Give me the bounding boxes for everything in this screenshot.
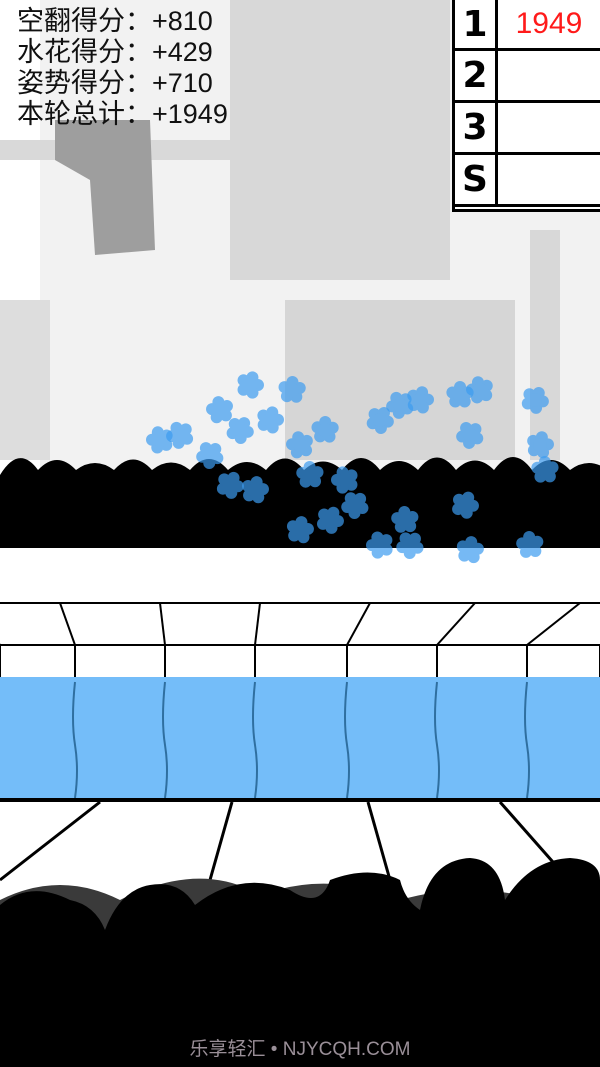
pool-edge (0, 798, 600, 802)
splash-drop (226, 417, 254, 444)
flip-score-value: +810 (152, 6, 213, 36)
round-total-value: +1949 (152, 99, 228, 129)
splash-drop (216, 471, 244, 499)
splash-drop (466, 376, 493, 404)
floor-lines (0, 800, 562, 882)
splash-drop (257, 406, 284, 434)
splash-drop (311, 416, 339, 443)
round-score (498, 51, 600, 100)
round-label: 2 (455, 51, 498, 100)
splash-drop (146, 426, 173, 454)
splash-drop (242, 476, 269, 504)
splash-drop (166, 421, 194, 449)
round-score (498, 103, 600, 152)
splash-drop (286, 431, 313, 459)
splash-drop (317, 506, 344, 534)
wall-band (0, 548, 600, 602)
splash-drop (391, 506, 419, 533)
round-total-label: 本轮总计： (17, 99, 152, 129)
splash-drop (531, 456, 559, 483)
total-label: S (455, 155, 498, 204)
splash-drop (286, 516, 314, 544)
score-panel: 空翻得分：+810 水花得分：+429 姿势得分：+710 本轮总计：+1949 (17, 6, 228, 130)
watermark: 乐享轻汇 • NJYCQH.COM (189, 1039, 411, 1060)
splash-score-value: +429 (152, 37, 213, 67)
scoreboard-row-1: 1 1949 (455, 0, 600, 51)
splash-drop (396, 532, 424, 559)
pose-score-label: 姿势得分： (17, 68, 152, 98)
scoreboard-row-3: 3 (455, 103, 600, 155)
splash-drop (407, 386, 434, 414)
scoreboard-row-total: S (455, 155, 600, 207)
lower-crowd (0, 858, 600, 1067)
round-total: 本轮总计：+1949 (17, 99, 228, 130)
round-score: 1949 (515, 7, 583, 40)
splash-drop (237, 371, 264, 399)
splash-score: 水花得分：+429 (17, 37, 228, 68)
splash-drop (278, 376, 306, 403)
pool-deck (0, 602, 600, 680)
splash-drop (296, 461, 324, 488)
splash-drop (196, 442, 224, 469)
pose-score: 姿势得分：+710 (17, 68, 228, 99)
flip-score-label: 空翻得分： (17, 6, 152, 36)
splash-drop (386, 391, 414, 419)
splash-drop (516, 531, 544, 558)
splash-drop (456, 536, 484, 564)
splash-drop (527, 431, 554, 459)
splash-score-label: 水花得分： (17, 37, 152, 67)
splash-drop (456, 422, 484, 449)
splash-drop (206, 396, 233, 424)
splash-drop (331, 466, 358, 494)
water-splash (146, 371, 559, 564)
flip-score: 空翻得分：+810 (17, 6, 228, 37)
scoreboard: 1 1949 2 3 S (452, 0, 600, 212)
splash-drop (446, 381, 474, 408)
round-label: 3 (455, 103, 498, 152)
splash-drop (452, 491, 479, 519)
splash-drop (366, 531, 393, 559)
round-label: 1 (455, 0, 498, 48)
scoreboard-row-2: 2 (455, 51, 600, 103)
pose-score-value: +710 (152, 68, 213, 98)
splash-drop (366, 407, 394, 434)
splash-drop (341, 492, 369, 519)
splash-drop (521, 386, 549, 414)
total-score (498, 155, 600, 204)
pool-water (0, 677, 600, 800)
